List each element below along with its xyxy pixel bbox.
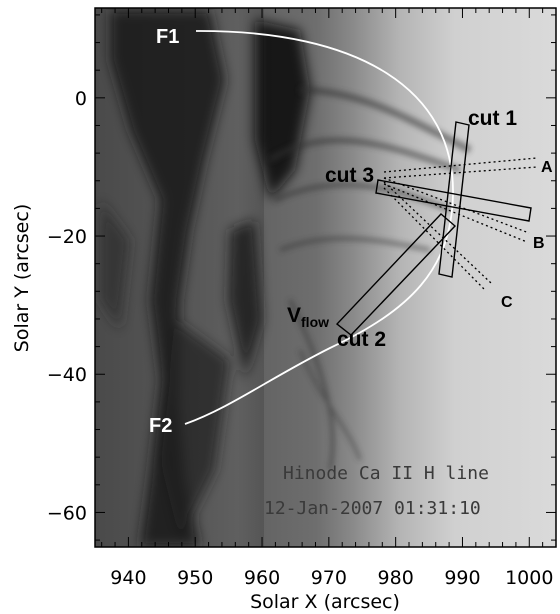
cut1-box: [438, 121, 470, 278]
x-tick-label: 990: [444, 567, 480, 589]
label-cut3: cut 3: [325, 164, 374, 187]
caption-line2: 12-Jan-2007 01:31:10: [264, 498, 481, 519]
x-axis: 940 950 960 970 980 990 1000: [101, 8, 557, 589]
y-tick-label: −20: [47, 226, 87, 248]
x-axis-title: Solar X (arcsec): [250, 591, 400, 613]
y-axis: −60 −40 −20 0: [47, 14, 556, 541]
off-limb-loops: [268, 86, 472, 471]
label-C: C: [501, 294, 513, 311]
x-tick-label: 940: [110, 567, 146, 589]
x-tick-label: 1000: [505, 567, 553, 589]
caption-line1: Hinode Ca II H line: [283, 463, 489, 484]
y-tick-label: −40: [47, 364, 87, 386]
dark-features: [100, 10, 310, 547]
label-cut2: cut 2: [337, 328, 386, 351]
plot-frame: [94, 7, 557, 548]
x-tick-label: 950: [177, 567, 213, 589]
cut2-box: [335, 213, 457, 336]
cut3-box: [375, 179, 532, 222]
label-F1: F1: [156, 26, 179, 48]
loop-arc: [184, 30, 454, 425]
label-A: A: [541, 159, 553, 176]
label-vflow: Vflow: [287, 304, 329, 330]
y-tick-label: 0: [75, 88, 87, 110]
x-tick-label: 980: [378, 567, 414, 589]
label-vflow-sub: flow: [301, 314, 329, 330]
x-tick-label: 970: [311, 567, 347, 589]
label-B: B: [533, 235, 545, 252]
label-cut1: cut 1: [468, 107, 517, 130]
y-axis-title: Solar Y (arcsec): [11, 204, 33, 352]
solar-image: [95, 8, 556, 547]
label-F2: F2: [149, 415, 172, 437]
dotted-rays: [383, 157, 538, 291]
x-tick-label: 960: [244, 567, 280, 589]
y-tick-label: −60: [47, 502, 87, 524]
